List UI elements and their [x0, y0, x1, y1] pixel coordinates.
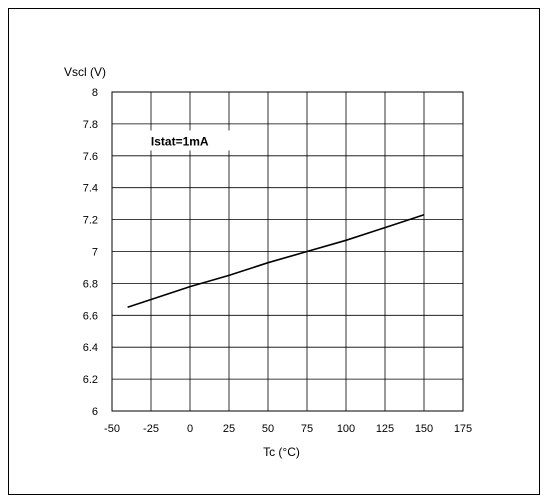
y-tick-label: 7 — [92, 247, 98, 259]
x-tick-labels: -50 -25 0 25 50 75 100 125 150 175 — [104, 423, 472, 435]
x-axis-label: Tc (°C) — [263, 445, 300, 459]
x-tick-label: -50 — [104, 423, 120, 435]
x-tick-label: -25 — [143, 423, 159, 435]
chart-annotations: Istat=1mA — [145, 130, 231, 150]
x-tick-label: 50 — [262, 423, 274, 435]
y-tick-label: 6.8 — [83, 278, 98, 290]
y-tick-label: 7.2 — [83, 215, 98, 227]
y-tick-label: 6.6 — [83, 310, 98, 322]
x-tick-label: 25 — [223, 423, 235, 435]
x-tick-label: 0 — [187, 423, 193, 435]
y-tick-label: 7.4 — [83, 183, 98, 195]
y-tick-label: 6 — [92, 406, 98, 418]
x-tick-label: 175 — [454, 423, 472, 435]
y-tick-label: 7.8 — [83, 119, 98, 131]
y-tick-label: 7.6 — [83, 151, 98, 163]
x-tick-label: 100 — [337, 423, 355, 435]
y-tick-labels: 6 6.2 6.4 6.6 6.8 7 7.2 7.4 7.6 7.8 8 — [83, 87, 98, 418]
series-line-0 — [128, 215, 424, 307]
x-tick-label: 125 — [376, 423, 394, 435]
y-tick-label: 8 — [92, 87, 98, 99]
y-tick-label: 6.4 — [83, 342, 98, 354]
x-tick-label: 75 — [301, 423, 313, 435]
annotation-text: Istat=1mA — [151, 134, 209, 148]
x-tick-label: 150 — [415, 423, 433, 435]
y-tick-label: 6.2 — [83, 374, 98, 386]
series-layer — [128, 215, 424, 307]
y-axis-label: Vscl (V) — [64, 65, 106, 79]
